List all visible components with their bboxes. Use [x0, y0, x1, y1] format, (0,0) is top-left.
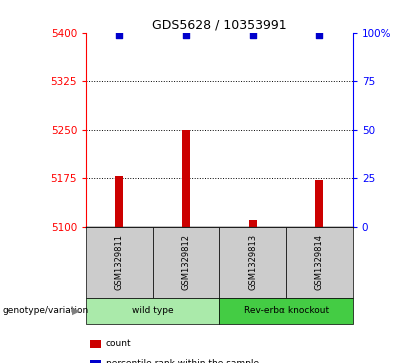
- Point: [249, 32, 256, 37]
- Point: [183, 32, 189, 37]
- Text: GSM1329812: GSM1329812: [181, 234, 191, 290]
- Point: [316, 32, 323, 37]
- Bar: [249, 220, 257, 227]
- Title: GDS5628 / 10353991: GDS5628 / 10353991: [152, 19, 287, 32]
- Text: ▶: ▶: [71, 306, 80, 316]
- Text: percentile rank within the sample: percentile rank within the sample: [106, 359, 259, 363]
- Text: Rev-erbα knockout: Rev-erbα knockout: [244, 306, 329, 315]
- Point: [116, 32, 123, 37]
- Bar: [315, 180, 323, 227]
- Text: GSM1329814: GSM1329814: [315, 234, 324, 290]
- Bar: [116, 176, 123, 227]
- Bar: [182, 130, 190, 227]
- Text: genotype/variation: genotype/variation: [2, 306, 88, 315]
- Text: GSM1329811: GSM1329811: [115, 234, 124, 290]
- Text: GSM1329813: GSM1329813: [248, 234, 257, 290]
- Text: count: count: [106, 339, 131, 348]
- Text: wild type: wild type: [132, 306, 173, 315]
